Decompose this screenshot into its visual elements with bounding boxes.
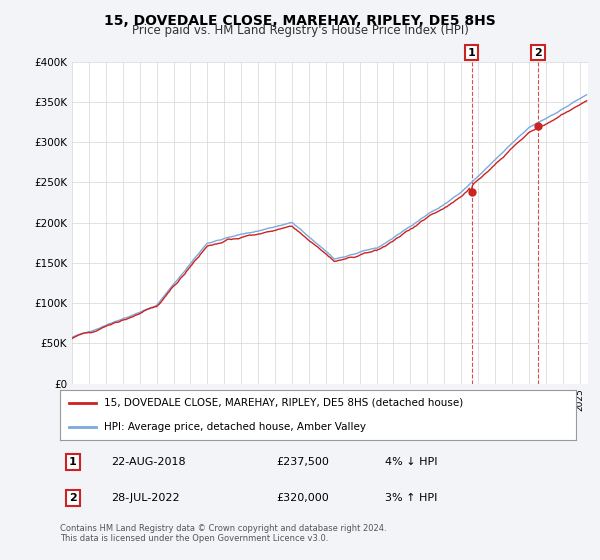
Text: 28-JUL-2022: 28-JUL-2022 [112,493,180,503]
Text: £320,000: £320,000 [277,493,329,503]
Text: Contains HM Land Registry data © Crown copyright and database right 2024.
This d: Contains HM Land Registry data © Crown c… [60,524,386,543]
Text: 4% ↓ HPI: 4% ↓ HPI [385,457,437,467]
Text: £237,500: £237,500 [277,457,329,467]
Text: 22-AUG-2018: 22-AUG-2018 [112,457,186,467]
Text: 15, DOVEDALE CLOSE, MAREHAY, RIPLEY, DE5 8HS (detached house): 15, DOVEDALE CLOSE, MAREHAY, RIPLEY, DE5… [104,398,463,408]
Text: 1: 1 [468,48,476,58]
Text: HPI: Average price, detached house, Amber Valley: HPI: Average price, detached house, Ambe… [104,422,366,432]
Text: 3% ↑ HPI: 3% ↑ HPI [385,493,437,503]
Text: Price paid vs. HM Land Registry's House Price Index (HPI): Price paid vs. HM Land Registry's House … [131,24,469,37]
Text: 15, DOVEDALE CLOSE, MAREHAY, RIPLEY, DE5 8HS: 15, DOVEDALE CLOSE, MAREHAY, RIPLEY, DE5… [104,14,496,28]
Text: 2: 2 [534,48,542,58]
Text: 1: 1 [69,457,77,467]
Text: 2: 2 [69,493,77,503]
